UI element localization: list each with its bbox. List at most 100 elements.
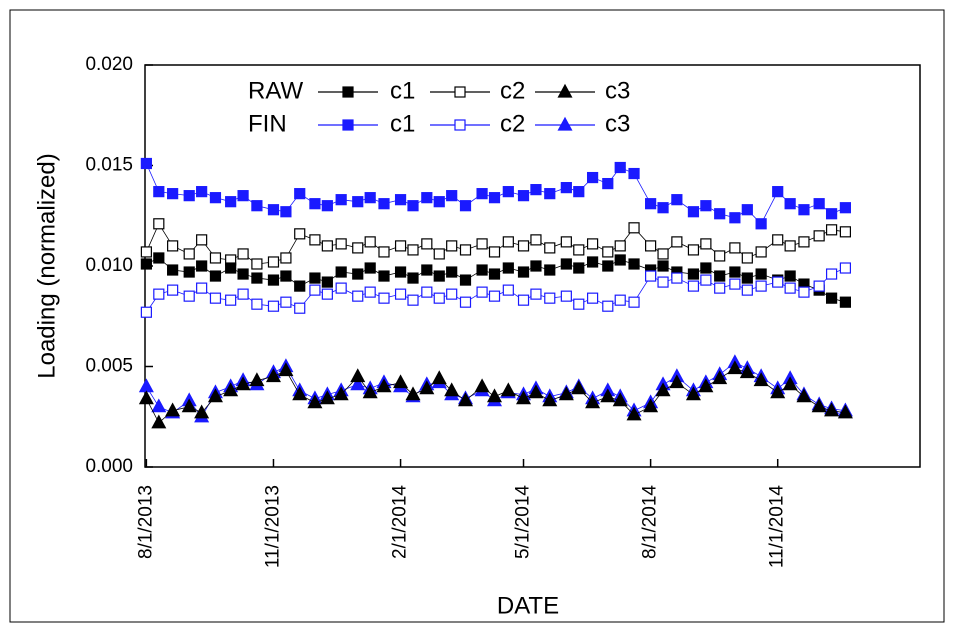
- marker: [421, 192, 433, 204]
- marker: [167, 284, 179, 296]
- marker: [729, 278, 741, 290]
- marker: [655, 382, 671, 397]
- marker: [394, 240, 407, 252]
- marker: [267, 204, 280, 216]
- marker: [813, 198, 825, 210]
- marker: [573, 298, 585, 310]
- marker: [571, 380, 587, 395]
- marker: [138, 378, 154, 393]
- marker: [727, 360, 743, 375]
- x-tick-label: 11/1/2013: [262, 485, 283, 568]
- y-tick-label: 0.010: [85, 255, 133, 276]
- marker: [837, 404, 853, 419]
- marker: [839, 226, 852, 238]
- marker: [446, 240, 458, 252]
- marker: [183, 266, 195, 278]
- marker: [839, 262, 852, 274]
- marker: [657, 248, 669, 260]
- series-line: [146, 222, 846, 265]
- marker: [209, 270, 222, 282]
- marker: [755, 246, 767, 258]
- legend-marker: [454, 119, 466, 131]
- marker: [839, 296, 852, 308]
- x-tick-label: 2/1/2014: [390, 485, 411, 559]
- marker: [309, 272, 321, 284]
- marker: [209, 292, 222, 304]
- marker: [530, 184, 542, 196]
- marker: [294, 280, 306, 292]
- marker: [364, 262, 376, 274]
- marker: [457, 392, 474, 407]
- marker: [544, 188, 556, 200]
- marker: [600, 388, 616, 403]
- marker: [165, 402, 181, 417]
- marker: [530, 260, 542, 272]
- marker: [739, 364, 755, 379]
- marker: [755, 218, 767, 230]
- marker: [321, 288, 333, 300]
- marker: [784, 198, 796, 210]
- marker: [687, 268, 700, 280]
- marker: [335, 194, 347, 206]
- marker: [476, 264, 488, 276]
- marker: [488, 246, 501, 258]
- marker: [530, 288, 542, 300]
- marker: [350, 368, 366, 383]
- marker: [824, 402, 840, 417]
- marker: [544, 264, 556, 276]
- marker: [698, 378, 714, 393]
- marker: [419, 380, 435, 395]
- marker: [782, 376, 798, 391]
- marker: [140, 306, 152, 318]
- marker: [586, 256, 599, 268]
- marker: [784, 270, 796, 282]
- marker: [516, 390, 532, 405]
- marker: [626, 406, 642, 421]
- marker: [249, 372, 265, 387]
- marker: [407, 294, 419, 306]
- marker: [251, 298, 263, 310]
- marker: [153, 288, 165, 300]
- marker: [542, 392, 558, 407]
- marker: [628, 222, 640, 234]
- frame: [9, 9, 945, 623]
- marker: [433, 270, 445, 282]
- marker: [687, 206, 700, 218]
- marker: [433, 248, 445, 260]
- marker: [446, 190, 458, 202]
- marker: [235, 376, 251, 391]
- marker: [237, 248, 249, 260]
- marker: [364, 286, 376, 298]
- marker: [614, 240, 626, 252]
- marker: [544, 242, 556, 254]
- marker: [140, 246, 152, 258]
- marker: [500, 382, 516, 397]
- marker: [183, 190, 195, 202]
- marker: [459, 274, 472, 286]
- marker: [267, 300, 280, 312]
- x-tick-label: 8/1/2013: [135, 485, 156, 559]
- marker: [153, 186, 165, 198]
- marker: [825, 224, 838, 236]
- marker: [196, 186, 208, 198]
- legend-group-label: RAW: [248, 77, 303, 104]
- marker: [528, 384, 544, 399]
- marker: [251, 258, 263, 270]
- marker: [196, 282, 208, 294]
- legend-group-label: FIN: [248, 110, 287, 137]
- marker: [378, 246, 390, 258]
- marker: [772, 186, 784, 198]
- marker: [378, 198, 390, 210]
- marker: [280, 270, 292, 282]
- marker: [446, 266, 458, 278]
- marker: [394, 266, 407, 278]
- marker: [251, 200, 263, 212]
- legend-label: c1: [390, 110, 415, 137]
- marker: [433, 292, 445, 304]
- marker: [153, 218, 165, 230]
- marker: [394, 288, 407, 300]
- marker: [712, 370, 728, 385]
- marker: [517, 190, 530, 202]
- marker: [645, 240, 657, 252]
- marker: [573, 262, 585, 274]
